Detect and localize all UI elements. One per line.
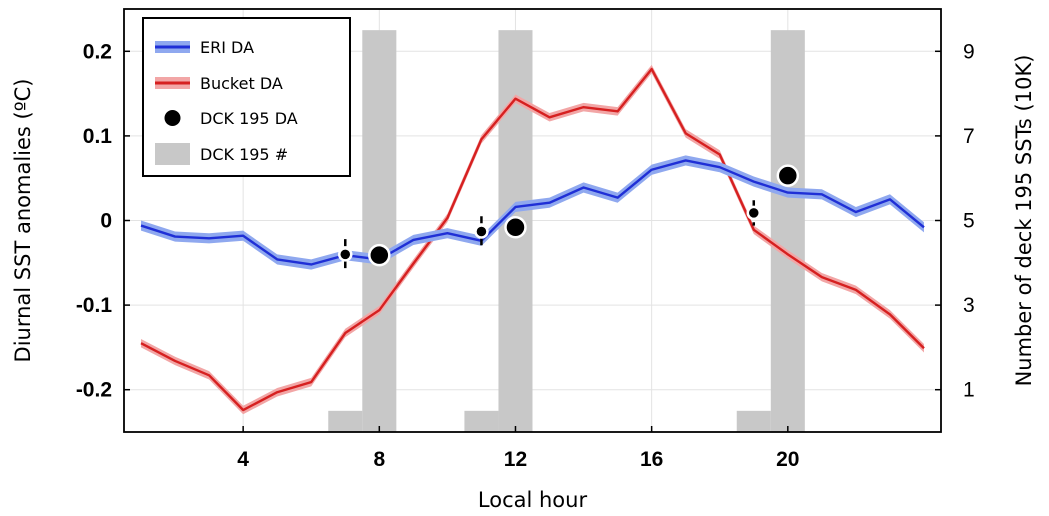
dck-count-bars [328,30,805,433]
dck-point [746,205,762,221]
count-bar [770,30,805,433]
count-bar [736,410,771,432]
x-axis-ticks: 4 8 12 16 20 [237,426,799,471]
y-right-axis-title: Number of deck 195 SSTs (10K) [1012,55,1036,387]
x-tick-label: 4 [237,448,249,471]
y-right-axis-ticks: 1 3 5 7 9 [935,40,975,402]
y-axis-title: Diurnal SST anomalies (ºC) [11,79,35,363]
y-tick-label: -0.1 [76,294,113,317]
y-tick-label: 0.1 [83,125,113,148]
legend-dck-marker [164,110,181,126]
x-tick-label: 8 [373,448,385,471]
x-tick-label: 20 [776,448,799,471]
count-bar [328,410,363,432]
legend-count-label: DCK 195 # [200,145,288,164]
y-tick-label: 0 [100,210,112,233]
legend-count-swatch [155,143,190,165]
y-right-tick-label: 9 [963,40,975,63]
x-tick-label: 12 [504,448,527,471]
dck-points [338,164,800,270]
y-right-tick-label: 1 [963,379,975,402]
dck-point [776,164,800,187]
legend-eri-label: ERI DA [200,38,254,57]
y-right-tick-label: 3 [963,294,975,317]
legend-item-bucket: Bucket DA [155,74,283,93]
legend-bucket-label: Bucket DA [200,74,283,93]
dck-point [368,243,391,267]
legend: ERI DA Bucket DA DCK 195 DA DCK 195 # [142,17,351,177]
bucket-da-line [140,67,925,412]
legend-item-dck-da: DCK 195 DA [164,109,298,128]
y-tick-label: 0.2 [83,40,112,63]
y-tick-label: -0.2 [76,379,112,402]
legend-item-dck-count: DCK 195 # [155,143,288,165]
count-bar [464,410,499,432]
y-axis-ticks: -0.2 -0.1 0 0.1 0.2 [76,40,130,402]
x-tick-label: 16 [640,448,663,471]
eri-da-line [140,159,925,266]
legend-dck-label: DCK 195 DA [200,109,298,128]
dck-point [474,224,489,239]
series-lines [140,64,925,415]
dck-point [338,247,353,262]
y-right-tick-label: 7 [963,125,975,148]
dck-point [504,216,527,239]
y-right-tick-label: 5 [963,210,975,233]
legend-item-eri: ERI DA [155,38,254,57]
count-bar [362,30,397,433]
x-axis-title: Local hour [478,488,588,512]
